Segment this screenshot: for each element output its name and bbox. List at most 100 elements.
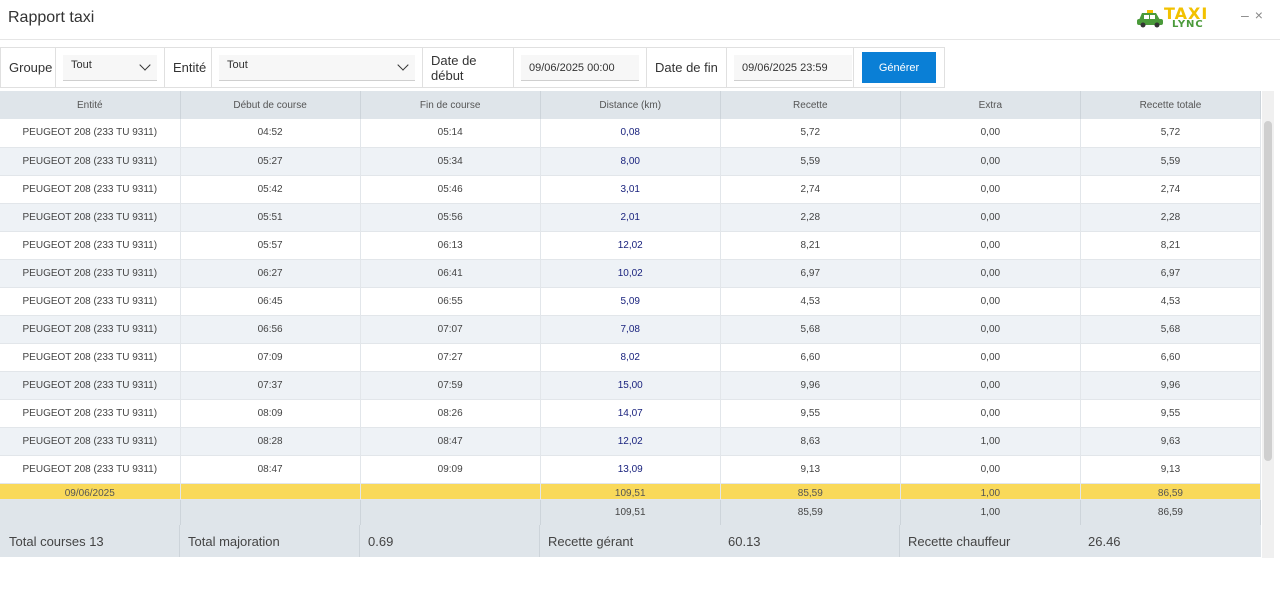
col-header-debut[interactable]: Début de course: [180, 91, 361, 119]
cell-recette-totale: 6,97: [1080, 259, 1262, 288]
col-header-recette[interactable]: Recette: [720, 91, 901, 119]
cell-distance: 5,09: [540, 287, 721, 316]
cell-distance: 12,02: [540, 427, 721, 456]
entite-select-value: Tout: [227, 58, 248, 71]
cell-extra: 0,00: [900, 175, 1081, 204]
summary-distance: 109,51: [540, 483, 721, 500]
cell-entite: PEUGEOT 208 (233 TU 9311): [0, 147, 181, 176]
entite-label: Entité: [173, 60, 207, 75]
totals-distance: 109,51: [540, 499, 721, 525]
cell-distance: 14,07: [540, 399, 721, 428]
cell-fin: 05:46: [360, 175, 541, 204]
vertical-scrollbar[interactable]: [1262, 91, 1274, 558]
cell-fin: 07:07: [360, 315, 541, 344]
summary-recette-totale: 86,59: [1080, 483, 1262, 500]
cell-extra: 0,00: [900, 343, 1081, 372]
total-courses: Total courses 13: [9, 534, 104, 549]
table-row[interactable]: PEUGEOT 208 (233 TU 9311) 06:45 06:55 5,09 4…: [0, 287, 1262, 316]
col-header-entite[interactable]: Entité: [0, 91, 181, 119]
table-row[interactable]: PEUGEOT 208 (233 TU 9311) 06:27 06:41 10,02…: [0, 259, 1262, 288]
cell-debut: 06:27: [180, 259, 361, 288]
col-header-distance[interactable]: Distance (km): [540, 91, 721, 119]
col-header-extra[interactable]: Extra: [900, 91, 1081, 119]
totals-empty: [360, 499, 541, 525]
cell-entite: PEUGEOT 208 (233 TU 9311): [0, 119, 181, 148]
date-debut-input[interactable]: 09/06/2025 00:00: [521, 54, 639, 81]
cell-extra: 0,00: [900, 399, 1081, 428]
cell-distance: 8,02: [540, 343, 721, 372]
group-summary-row[interactable]: 09/06/2025 109,51 85,59 1,00 86,59: [0, 483, 1262, 500]
date-debut-label: Date de début: [431, 52, 477, 83]
cell-debut: 04:52: [180, 119, 361, 148]
cell-recette: 6,97: [720, 259, 901, 288]
cell-recette: 8,63: [720, 427, 901, 456]
groupe-select[interactable]: Tout: [63, 54, 157, 81]
generate-button[interactable]: Générer: [862, 52, 936, 83]
cell-distance: 7,08: [540, 315, 721, 344]
divider: [179, 525, 180, 557]
cell-debut: 05:51: [180, 203, 361, 232]
table-row[interactable]: PEUGEOT 208 (233 TU 9311) 05:42 05:46 3,01 2…: [0, 175, 1262, 204]
cell-extra: 0,00: [900, 203, 1081, 232]
cell-fin: 08:47: [360, 427, 541, 456]
scrollbar-thumb[interactable]: [1264, 121, 1272, 461]
cell-entite: PEUGEOT 208 (233 TU 9311): [0, 427, 181, 456]
col-header-fin[interactable]: Fin de course: [360, 91, 541, 119]
divider: [899, 525, 900, 557]
cell-debut: 05:57: [180, 231, 361, 260]
cell-entite: PEUGEOT 208 (233 TU 9311): [0, 455, 181, 484]
summary-empty: [360, 483, 541, 500]
chevron-down-icon: [397, 58, 409, 71]
entite-select[interactable]: Tout: [219, 54, 415, 81]
table-row[interactable]: PEUGEOT 208 (233 TU 9311) 04:52 05:14 0,08 5…: [0, 119, 1262, 148]
cell-distance: 2,01: [540, 203, 721, 232]
chevron-down-icon: [139, 58, 151, 71]
cell-entite: PEUGEOT 208 (233 TU 9311): [0, 231, 181, 260]
table-row[interactable]: PEUGEOT 208 (233 TU 9311) 05:57 06:13 12,02…: [0, 231, 1262, 260]
cell-entite: PEUGEOT 208 (233 TU 9311): [0, 343, 181, 372]
cell-entite: PEUGEOT 208 (233 TU 9311): [0, 175, 181, 204]
cell-extra: 1,00: [900, 427, 1081, 456]
col-header-recette-totale[interactable]: Recette totale: [1080, 91, 1262, 119]
totals-recette-totale: 86,59: [1080, 499, 1262, 525]
cell-debut: 08:47: [180, 455, 361, 484]
groupe-label-cell: Groupe: [1, 48, 56, 87]
table-row[interactable]: PEUGEOT 208 (233 TU 9311) 06:56 07:07 7,08 5…: [0, 315, 1262, 344]
cell-extra: 0,00: [900, 287, 1081, 316]
cell-distance: 3,01: [540, 175, 721, 204]
divider: [359, 525, 360, 557]
cell-recette: 5,72: [720, 119, 901, 148]
totals-extra: 1,00: [900, 499, 1081, 525]
cell-recette-totale: 4,53: [1080, 287, 1262, 316]
cell-debut: 05:42: [180, 175, 361, 204]
table-row[interactable]: PEUGEOT 208 (233 TU 9311) 08:47 09:09 13,09…: [0, 455, 1262, 484]
totals-row: 109,51 85,59 1,00 86,59: [0, 499, 1262, 525]
table-row[interactable]: PEUGEOT 208 (233 TU 9311) 05:27 05:34 8,00 5…: [0, 147, 1262, 176]
date-debut-label-cell: Date de début: [423, 48, 514, 87]
table-row[interactable]: PEUGEOT 208 (233 TU 9311) 08:28 08:47 12,02…: [0, 427, 1262, 456]
cell-recette-totale: 9,55: [1080, 399, 1262, 428]
minimize-icon[interactable]: –: [1241, 7, 1249, 23]
cell-fin: 07:59: [360, 371, 541, 400]
date-fin-input[interactable]: 09/06/2025 23:59: [734, 54, 852, 81]
table-row[interactable]: PEUGEOT 208 (233 TU 9311) 07:37 07:59 15,00…: [0, 371, 1262, 400]
cell-recette: 9,96: [720, 371, 901, 400]
close-icon[interactable]: ×: [1254, 7, 1263, 23]
cell-debut: 08:28: [180, 427, 361, 456]
taxi-lync-logo: TAXI LYNC: [1136, 4, 1212, 34]
cell-recette-totale: 5,59: [1080, 147, 1262, 176]
table-row[interactable]: PEUGEOT 208 (233 TU 9311) 08:09 08:26 14,07…: [0, 399, 1262, 428]
cell-recette-totale: 2,74: [1080, 175, 1262, 204]
table-row[interactable]: PEUGEOT 208 (233 TU 9311) 07:09 07:27 8,02 6…: [0, 343, 1262, 372]
cell-fin: 05:14: [360, 119, 541, 148]
cell-recette: 5,59: [720, 147, 901, 176]
cell-extra: 0,00: [900, 259, 1081, 288]
divider: [539, 525, 540, 557]
window-controls: – ×: [1241, 7, 1265, 23]
table-row[interactable]: PEUGEOT 208 (233 TU 9311) 05:51 05:56 2,01 2…: [0, 203, 1262, 232]
cell-recette: 2,28: [720, 203, 901, 232]
cell-debut: 07:09: [180, 343, 361, 372]
groupe-select-cell: Tout: [56, 48, 165, 87]
cell-recette-totale: 6,60: [1080, 343, 1262, 372]
cell-debut: 05:27: [180, 147, 361, 176]
